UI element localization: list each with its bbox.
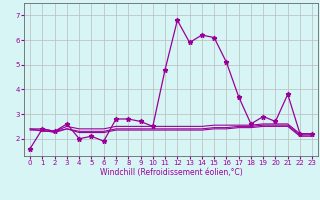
X-axis label: Windchill (Refroidissement éolien,°C): Windchill (Refroidissement éolien,°C) [100, 168, 243, 177]
